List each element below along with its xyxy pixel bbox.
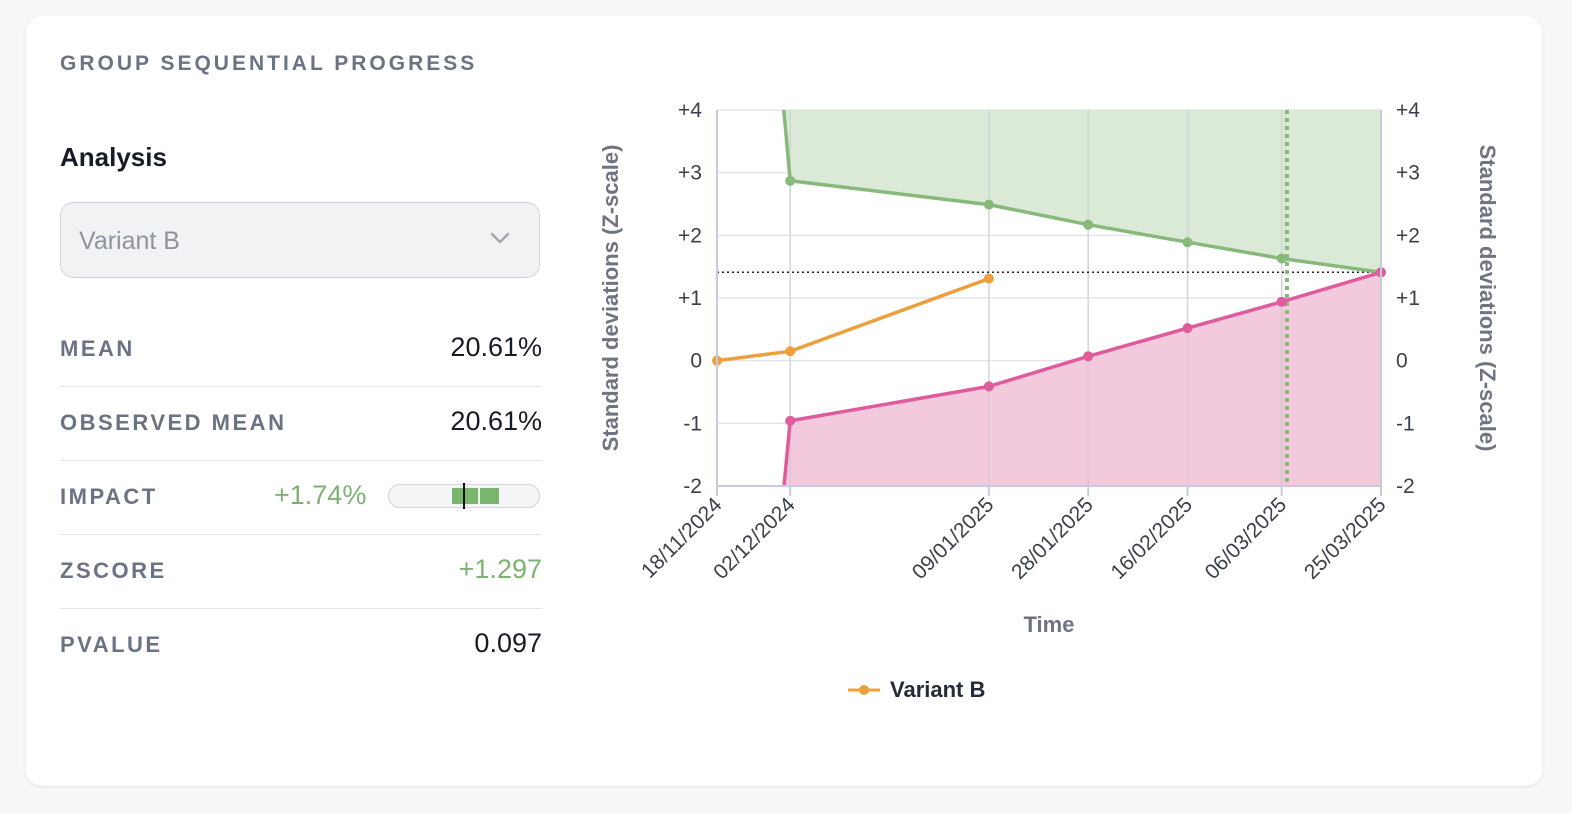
stat-label-observed-mean: OBSERVED MEAN (60, 410, 287, 435)
stat-value-mean: 20.61% (450, 332, 542, 362)
upper-boundary-point (1276, 253, 1287, 264)
upper-boundary-point (785, 175, 796, 186)
stat-row-pvalue: PVALUE 0.097 (60, 608, 542, 682)
y-tick-label-right: 0 (1396, 350, 1408, 373)
upper-boundary-point (1083, 219, 1094, 230)
y-axis-title-left: Standard deviations (Z-scale) (598, 145, 623, 452)
analysis-label: Analysis (60, 142, 167, 172)
y-tick-label-left: 0 (690, 350, 702, 373)
upper-boundary-point (1182, 237, 1193, 248)
stat-value-pvalue: 0.097 (474, 628, 542, 658)
variant-select-value: Variant B (79, 227, 180, 255)
stat-row-mean: MEAN 20.61% (60, 312, 542, 387)
stat-value-observed-mean: 20.61% (450, 406, 542, 436)
stat-row-impact: IMPACT +1.74% (60, 460, 542, 535)
lower-boundary-area (780, 272, 1381, 486)
y-tick-label-right: +2 (1396, 224, 1420, 247)
y-tick-label-right: +1 (1396, 287, 1420, 310)
upper-boundary-point (983, 199, 994, 210)
y-axis-title-right: Standard deviations (Z-scale) (1475, 145, 1500, 452)
x-tick-label: 06/03/2025 (1201, 493, 1292, 584)
y-tick-label-right: +3 (1396, 162, 1420, 185)
lower-boundary-point (1276, 296, 1287, 307)
stat-row-observed-mean: OBSERVED MEAN 20.61% (60, 386, 542, 461)
impact-interval-bar (388, 483, 540, 509)
lower-boundary-point (1182, 323, 1193, 334)
stat-label-zscore: ZSCORE (60, 558, 167, 583)
series-point-variant-b (983, 273, 994, 284)
upper-boundary-area (780, 110, 1381, 273)
x-axis-title: Time (1024, 612, 1075, 637)
y-tick-label-right: +4 (1396, 99, 1420, 122)
y-tick-label-right: -2 (1396, 475, 1415, 498)
y-tick-label-left: -1 (683, 412, 702, 435)
series-point-variant-b (785, 346, 796, 357)
stat-value-zscore: +1.297 (458, 554, 542, 584)
stat-value-impact: +1.74% (274, 480, 367, 510)
impact-center-tick (462, 483, 465, 509)
stat-label-impact: IMPACT (60, 484, 158, 509)
variant-select[interactable]: Variant B (60, 202, 540, 278)
y-tick-label-left: +2 (678, 224, 702, 247)
y-tick-label-left: +3 (678, 162, 702, 185)
y-tick-label-left: -2 (683, 475, 702, 498)
lower-boundary-point (785, 415, 796, 426)
stat-row-zscore: ZSCORE +1.297 (60, 534, 542, 609)
y-tick-label-left: +4 (678, 99, 702, 122)
lower-boundary-point (1083, 351, 1094, 362)
panel-title: GROUP SEQUENTIAL PROGRESS (60, 52, 478, 75)
stat-label-pvalue: PVALUE (60, 632, 163, 657)
legend-swatch-variant-b (848, 685, 880, 695)
y-tick-label-left: +1 (678, 287, 702, 310)
x-tick-label: 28/01/2025 (1007, 493, 1098, 584)
impact-interval-marker (478, 488, 480, 504)
x-tick-label: 09/01/2025 (908, 493, 999, 584)
legend-label-variant-b: Variant B (890, 677, 986, 702)
lower-boundary-point (983, 381, 994, 392)
x-tick-label: 25/03/2025 (1300, 493, 1391, 584)
stat-label-mean: MEAN (60, 336, 135, 361)
chevron-down-icon (490, 232, 510, 244)
x-tick-label: 16/02/2025 (1106, 493, 1197, 584)
y-tick-label-right: -1 (1396, 412, 1415, 435)
series-line-variant-b (716, 276, 990, 363)
